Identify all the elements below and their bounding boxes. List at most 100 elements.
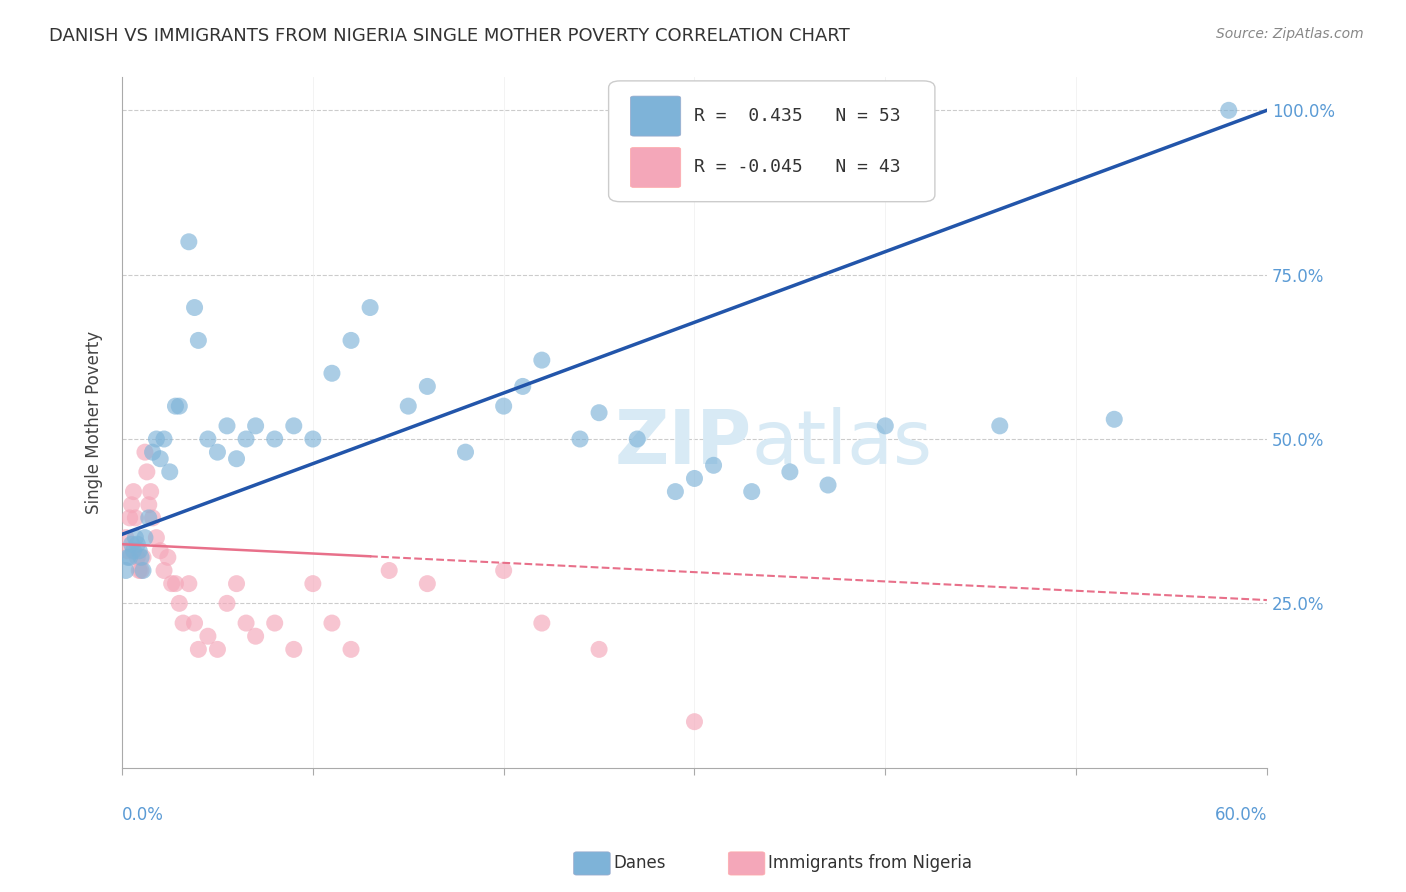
Immigrants from Nigeria xyxy=(340,642,363,657)
Immigrants from Nigeria xyxy=(138,498,160,512)
Danes xyxy=(245,418,267,433)
Immigrants from Nigeria xyxy=(215,596,238,610)
Danes xyxy=(145,432,167,446)
Danes xyxy=(416,379,439,393)
Immigrants from Nigeria xyxy=(207,642,229,657)
Immigrants from Nigeria xyxy=(128,564,150,578)
Danes xyxy=(215,418,238,433)
Immigrants from Nigeria xyxy=(122,484,145,499)
Immigrants from Nigeria xyxy=(416,576,439,591)
Immigrants from Nigeria xyxy=(165,576,187,591)
Danes xyxy=(149,451,172,466)
Danes xyxy=(1218,103,1240,118)
Danes xyxy=(124,531,146,545)
Text: DANISH VS IMMIGRANTS FROM NIGERIA SINGLE MOTHER POVERTY CORRELATION CHART: DANISH VS IMMIGRANTS FROM NIGERIA SINGLE… xyxy=(49,27,851,45)
Danes xyxy=(703,458,725,473)
Danes xyxy=(492,399,515,413)
Text: 0.0%: 0.0% xyxy=(122,805,165,823)
Danes xyxy=(142,445,165,459)
Text: Immigrants from Nigeria: Immigrants from Nigeria xyxy=(768,855,972,872)
Danes xyxy=(741,484,763,499)
Danes xyxy=(626,432,648,446)
Danes xyxy=(115,564,138,578)
Danes xyxy=(875,418,897,433)
Immigrants from Nigeria xyxy=(177,576,200,591)
Text: atlas: atlas xyxy=(752,407,932,480)
Immigrants from Nigeria xyxy=(132,550,155,565)
Immigrants from Nigeria xyxy=(378,564,401,578)
Immigrants from Nigeria xyxy=(117,543,139,558)
Immigrants from Nigeria xyxy=(245,629,267,643)
Immigrants from Nigeria xyxy=(187,642,209,657)
Immigrants from Nigeria xyxy=(156,550,179,565)
Danes xyxy=(321,366,343,380)
Danes xyxy=(127,537,149,551)
Danes xyxy=(779,465,801,479)
Immigrants from Nigeria xyxy=(235,616,257,631)
Immigrants from Nigeria xyxy=(149,543,172,558)
Text: Source: ZipAtlas.com: Source: ZipAtlas.com xyxy=(1216,27,1364,41)
Immigrants from Nigeria xyxy=(153,564,176,578)
Danes xyxy=(530,353,553,368)
Immigrants from Nigeria xyxy=(115,531,138,545)
Text: ZIP: ZIP xyxy=(614,407,752,480)
Immigrants from Nigeria xyxy=(225,576,247,591)
Danes xyxy=(302,432,325,446)
Immigrants from Nigeria xyxy=(588,642,610,657)
Danes xyxy=(169,399,191,413)
Text: 60.0%: 60.0% xyxy=(1215,805,1267,823)
Danes xyxy=(225,451,247,466)
Danes xyxy=(817,478,839,492)
Danes xyxy=(183,301,205,315)
Danes xyxy=(283,418,305,433)
Immigrants from Nigeria xyxy=(169,596,191,610)
Danes xyxy=(165,399,187,413)
Danes xyxy=(121,537,143,551)
Danes xyxy=(683,471,706,485)
Danes xyxy=(132,564,155,578)
Immigrants from Nigeria xyxy=(127,550,149,565)
Immigrants from Nigeria xyxy=(121,498,143,512)
Danes xyxy=(118,550,141,565)
Danes xyxy=(134,531,156,545)
Immigrants from Nigeria xyxy=(124,511,146,525)
Immigrants from Nigeria xyxy=(283,642,305,657)
FancyBboxPatch shape xyxy=(609,81,935,202)
Immigrants from Nigeria xyxy=(129,564,152,578)
Danes xyxy=(177,235,200,249)
Danes xyxy=(197,432,219,446)
Danes xyxy=(569,432,592,446)
Danes xyxy=(122,543,145,558)
FancyBboxPatch shape xyxy=(630,147,681,187)
Immigrants from Nigeria xyxy=(530,616,553,631)
Danes xyxy=(988,418,1011,433)
Danes xyxy=(235,432,257,446)
Immigrants from Nigeria xyxy=(134,445,156,459)
Immigrants from Nigeria xyxy=(118,511,141,525)
Immigrants from Nigeria xyxy=(183,616,205,631)
Immigrants from Nigeria xyxy=(197,629,219,643)
Immigrants from Nigeria xyxy=(263,616,285,631)
Danes xyxy=(129,550,152,565)
Y-axis label: Single Mother Poverty: Single Mother Poverty xyxy=(86,331,103,514)
Danes xyxy=(359,301,381,315)
Danes xyxy=(664,484,686,499)
Text: R = -0.045   N = 43: R = -0.045 N = 43 xyxy=(695,159,901,177)
Immigrants from Nigeria xyxy=(160,576,183,591)
Danes xyxy=(138,511,160,525)
Immigrants from Nigeria xyxy=(321,616,343,631)
Danes xyxy=(207,445,229,459)
Danes xyxy=(1102,412,1125,426)
Immigrants from Nigeria xyxy=(135,465,157,479)
FancyBboxPatch shape xyxy=(630,96,681,136)
Danes xyxy=(454,445,477,459)
Text: Danes: Danes xyxy=(613,855,665,872)
Danes xyxy=(117,550,139,565)
Danes xyxy=(153,432,176,446)
Immigrants from Nigeria xyxy=(139,484,162,499)
Danes xyxy=(263,432,285,446)
Immigrants from Nigeria xyxy=(172,616,194,631)
Immigrants from Nigeria xyxy=(683,714,706,729)
Immigrants from Nigeria xyxy=(302,576,325,591)
Danes xyxy=(340,334,363,348)
